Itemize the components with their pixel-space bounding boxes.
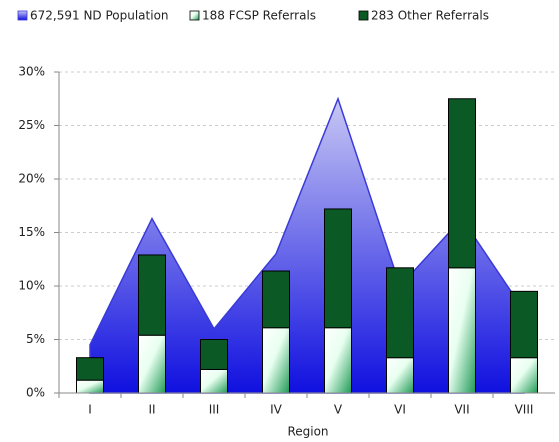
y-tick-label: 10% bbox=[18, 279, 45, 293]
bar bbox=[324, 208, 352, 329]
bar bbox=[386, 267, 414, 359]
y-tick-label: 25% bbox=[18, 118, 45, 132]
bar bbox=[76, 379, 104, 394]
bar bbox=[200, 339, 228, 370]
x-tick-label: V bbox=[334, 403, 343, 417]
y-tick-label: 0% bbox=[26, 386, 45, 400]
bar bbox=[324, 327, 352, 394]
bar bbox=[448, 267, 476, 394]
y-tick-label: 5% bbox=[26, 332, 45, 346]
x-axis-title: Region bbox=[287, 425, 328, 439]
y-tick-label: 15% bbox=[18, 225, 45, 239]
legend-label: 672,591 ND Population bbox=[30, 9, 169, 23]
bar bbox=[386, 357, 414, 394]
x-tick-label: VI bbox=[394, 403, 406, 417]
y-tick-label: 30% bbox=[18, 65, 45, 79]
legend-label: 283 Other Referrals bbox=[371, 9, 489, 23]
x-tick-label: I bbox=[88, 403, 92, 417]
x-tick-label: IV bbox=[270, 403, 283, 417]
x-tick-label: III bbox=[209, 403, 220, 417]
legend-swatch bbox=[189, 10, 200, 21]
bar bbox=[138, 254, 166, 336]
x-tick-label: II bbox=[148, 403, 155, 417]
bar bbox=[76, 357, 104, 381]
x-tick-label: VIII bbox=[515, 403, 534, 417]
bar bbox=[448, 98, 476, 269]
bar bbox=[200, 368, 228, 394]
x-tick-label: VII bbox=[454, 403, 469, 417]
bar bbox=[138, 334, 166, 394]
legend-label: 188 FCSP Referrals bbox=[202, 9, 316, 23]
bar bbox=[510, 357, 538, 394]
bar bbox=[510, 290, 538, 359]
legend-swatch bbox=[358, 10, 369, 21]
bar bbox=[262, 327, 290, 394]
legend-swatch bbox=[17, 10, 28, 21]
y-tick-label: 20% bbox=[18, 172, 45, 186]
bar bbox=[262, 270, 290, 329]
